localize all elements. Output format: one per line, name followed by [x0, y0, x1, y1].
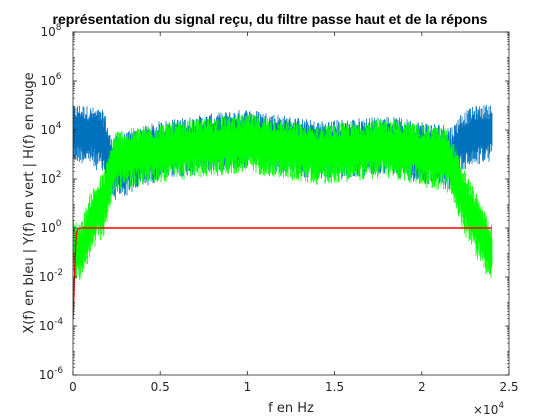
y-tick-label: 102 — [40, 170, 61, 186]
axes-box — [72, 31, 510, 376]
x-exponent-label: ×104 — [473, 401, 504, 417]
y-tick-label: 10-6 — [39, 366, 64, 382]
y-tick-label: 10-2 — [39, 268, 63, 284]
y-tick-label: 10-4 — [39, 317, 64, 333]
x-tick-label: 1 — [244, 380, 252, 394]
x-tick-label: 0 — [69, 380, 77, 394]
axes-layer — [72, 31, 510, 376]
y-tick-label: 104 — [40, 121, 61, 137]
plot-area — [73, 32, 509, 375]
y-tick-label: 106 — [40, 72, 61, 88]
series-Y — [73, 114, 493, 280]
y-axis: 10-6 10-4 10-2 100 102 104 106 108 — [39, 23, 509, 382]
series-Y-trace — [73, 114, 493, 280]
x-axis: 0 0.5 1 1.5 2 2.5 — [69, 32, 519, 394]
y-tick-label: 108 — [40, 23, 61, 39]
series-layer — [73, 105, 493, 319]
x-tick-label: 1.5 — [325, 380, 344, 394]
x-axis-label: f en Hz — [268, 401, 314, 416]
x-tick-label: 2.5 — [499, 380, 518, 394]
y-tick-label: 100 — [40, 219, 61, 235]
series-H-line — [73, 227, 492, 319]
x-tick-label: 0.5 — [151, 380, 170, 394]
y-axis-label: X(f) en bleu | Y(f) en vert | H(f) en ro… — [22, 72, 37, 333]
x-tick-label: 2 — [418, 380, 426, 394]
chart-title: représentation du signal reçu, du filtre… — [53, 11, 488, 27]
